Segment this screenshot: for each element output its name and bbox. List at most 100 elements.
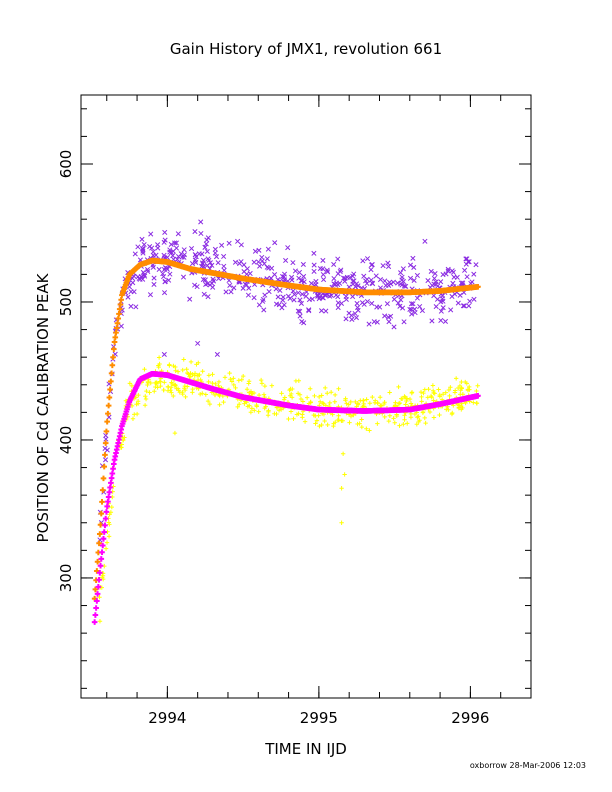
data-point <box>161 290 168 296</box>
data-point <box>202 277 208 283</box>
data-point <box>194 362 199 367</box>
data-point <box>440 305 446 311</box>
data-point <box>180 274 187 280</box>
data-point <box>290 260 296 266</box>
data-point <box>414 295 420 301</box>
data-point <box>272 411 277 416</box>
data-point <box>348 399 353 405</box>
data-point <box>256 409 261 414</box>
data-point <box>158 383 163 389</box>
data-point <box>156 266 162 273</box>
data-point <box>410 301 416 307</box>
data-point <box>298 396 304 402</box>
data-point <box>355 307 361 313</box>
data-point <box>106 489 113 496</box>
data-point <box>377 395 383 400</box>
data-point <box>92 612 99 618</box>
data-point <box>216 379 222 385</box>
data-point <box>156 363 161 368</box>
data-point <box>422 387 427 392</box>
data-point <box>168 250 175 256</box>
data-point <box>166 277 172 283</box>
chart-title: Gain History of JMX1, revolution 661 <box>170 40 442 58</box>
data-point <box>155 385 160 390</box>
data-point <box>196 251 202 257</box>
data-point <box>467 298 473 304</box>
data-point <box>261 392 267 397</box>
data-point <box>162 229 168 235</box>
data-point <box>387 413 393 418</box>
data-point <box>296 411 301 416</box>
data-point <box>368 277 374 283</box>
data-point <box>407 275 414 281</box>
data-point <box>111 484 116 489</box>
data-point <box>128 289 134 295</box>
data-point <box>419 308 425 314</box>
data-point <box>100 475 107 482</box>
data-point <box>207 401 213 407</box>
data-point <box>151 275 157 281</box>
data-point <box>432 271 438 277</box>
data-point <box>339 418 344 423</box>
data-point <box>147 390 152 395</box>
x-tick-label: 2996 <box>451 709 489 727</box>
data-point <box>456 405 462 410</box>
data-point <box>161 274 167 280</box>
data-point <box>103 546 109 551</box>
data-point <box>322 292 328 298</box>
data-point <box>455 385 461 391</box>
data-point <box>268 275 274 281</box>
data-point <box>350 294 356 300</box>
data-point <box>254 404 259 409</box>
data-point <box>466 303 472 309</box>
data-point <box>382 313 388 319</box>
data-point <box>244 400 249 405</box>
data-point <box>96 531 103 537</box>
data-point <box>298 300 304 306</box>
data-point <box>443 390 448 395</box>
data-point <box>327 400 332 406</box>
data-point <box>116 311 122 317</box>
data-point <box>407 396 413 402</box>
data-point <box>382 414 387 420</box>
data-point <box>295 391 301 396</box>
data-point <box>116 306 123 312</box>
data-point <box>266 289 272 295</box>
data-point <box>266 408 271 413</box>
data-point <box>204 237 210 243</box>
data-point <box>314 418 320 423</box>
data-point <box>189 261 196 267</box>
data-point <box>342 472 347 477</box>
data-point <box>206 257 212 263</box>
data-point <box>366 321 372 327</box>
data-point <box>269 383 275 388</box>
data-point <box>320 271 326 278</box>
data-point <box>386 279 393 285</box>
data-point <box>359 424 365 430</box>
data-point <box>246 379 252 384</box>
data-point <box>202 244 208 250</box>
data-point <box>173 368 178 373</box>
data-point <box>420 410 426 415</box>
data-point <box>213 381 218 387</box>
data-point <box>272 240 278 246</box>
data-point <box>435 283 441 289</box>
data-point <box>392 420 397 425</box>
data-point <box>368 267 374 273</box>
data-point <box>471 296 477 302</box>
data-point <box>311 268 317 274</box>
data-point <box>182 386 187 391</box>
data-point <box>285 245 291 251</box>
data-point <box>279 391 284 396</box>
data-point <box>266 265 272 271</box>
data-point <box>473 262 479 268</box>
data-point <box>231 376 236 381</box>
data-point <box>448 307 454 313</box>
data-point <box>102 515 109 522</box>
data-point <box>117 301 124 308</box>
data-point <box>440 271 446 278</box>
data-point <box>399 396 405 402</box>
data-point <box>133 304 139 310</box>
data-point <box>430 388 436 393</box>
data-point <box>414 422 419 427</box>
